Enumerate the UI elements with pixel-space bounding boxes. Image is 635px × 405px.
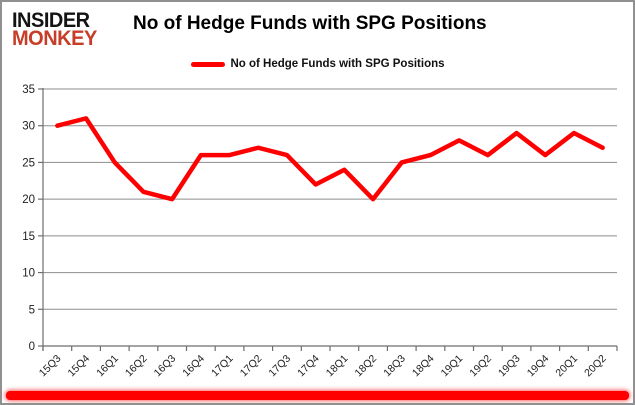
x-tick-label: 18Q4: [410, 353, 437, 380]
insider-monkey-logo: INSIDER MONKEY: [12, 8, 97, 50]
x-tick-label: 19Q2: [467, 353, 494, 380]
logo-word-monkey: MONKEY: [12, 26, 97, 50]
y-tick-label: 35: [22, 84, 35, 96]
x-tick-label: 17Q2: [238, 353, 265, 380]
x-tick-label: 17Q1: [209, 353, 236, 380]
x-tick-label: 20Q2: [582, 353, 609, 380]
x-tick-label: 20Q1: [553, 353, 580, 380]
y-tick-label: 5: [29, 304, 35, 316]
x-tick-label: 19Q4: [525, 353, 552, 380]
series-line: [55, 116, 605, 202]
x-tick-label: 19Q1: [439, 353, 466, 380]
y-tick-label: 10: [22, 268, 35, 280]
y-tick-label: 30: [22, 121, 35, 133]
x-tick-label: 18Q3: [381, 353, 408, 380]
y-tick-label: 20: [22, 194, 35, 206]
x-tick-label: 15Q3: [37, 353, 64, 380]
x-tick-label: 16Q1: [94, 353, 121, 380]
bottom-red-bar: [6, 391, 629, 400]
y-tick-label: 25: [22, 157, 35, 169]
x-tick-label: 16Q4: [180, 353, 207, 380]
x-tick-label: 16Q3: [152, 353, 179, 380]
chart-title: No of Hedge Funds with SPG Positions: [133, 13, 487, 34]
x-tick-label: 16Q2: [123, 353, 150, 380]
x-tick-label: 17Q4: [295, 353, 322, 380]
legend-line-swatch: [190, 61, 225, 67]
x-tick-label: 17Q3: [266, 353, 293, 380]
legend: No of Hedge Funds with SPG Positions: [190, 58, 445, 70]
x-tick-label: 15Q4: [66, 353, 93, 380]
x-tick-label: 18Q2: [353, 353, 380, 380]
y-tick-label: 0: [29, 341, 35, 353]
logo-word-insider: INSIDER: [12, 8, 90, 32]
x-tick-label: 18Q1: [324, 353, 351, 380]
y-tick-label: 15: [22, 231, 35, 243]
legend-label: No of Hedge Funds with SPG Positions: [230, 58, 445, 70]
x-tick-label: 19Q3: [496, 353, 523, 380]
